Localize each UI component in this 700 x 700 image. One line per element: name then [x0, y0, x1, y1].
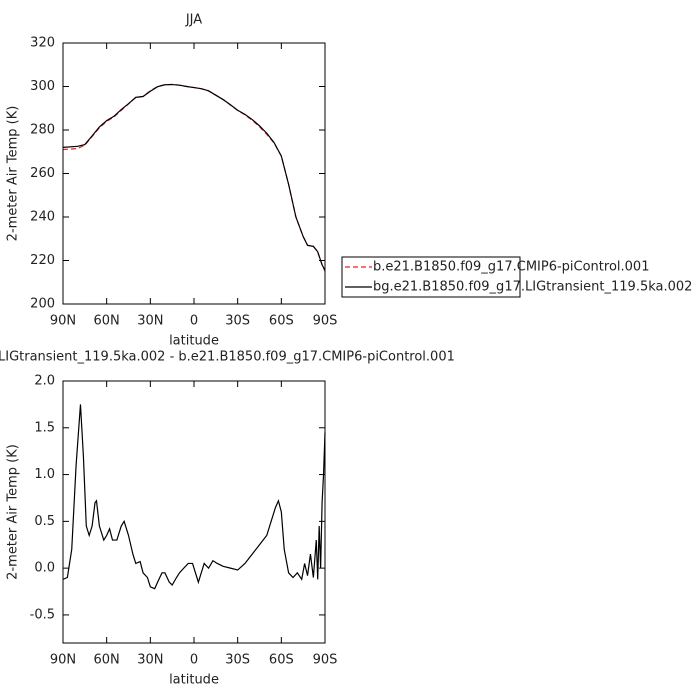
x-tick-label: 60N	[94, 314, 120, 329]
x-axis-label: latitude	[169, 673, 219, 688]
x-tick-label: 90N	[50, 314, 76, 329]
data-line	[62, 404, 326, 590]
y-tick-label: 0.0	[34, 561, 55, 576]
chart-title: LIGtransient_119.5ka.002 - b.e21.B1850.f…	[0, 350, 455, 365]
y-tick-label: 1.0	[34, 467, 55, 482]
y-axis-label: 2-meter Air Temp (K)	[6, 106, 21, 242]
plot-frame	[62, 380, 326, 644]
x-tick-label: 30N	[137, 653, 163, 668]
x-tick-label: 60S	[269, 314, 294, 329]
legend-label: bg.e21.B1850.f09_g17.LIGtransient_119.5k…	[373, 280, 692, 295]
x-tick-label: 60N	[94, 653, 120, 668]
chart-title: JJA	[185, 13, 202, 28]
y-tick-label: 1.5	[34, 420, 55, 435]
y-axis-label: 2-meter Air Temp (K)	[6, 444, 21, 580]
x-tick-label: 90N	[50, 653, 76, 668]
y-tick-label: -0.5	[30, 607, 55, 622]
x-tick-label: 90S	[313, 314, 338, 329]
plot-frame	[62, 42, 326, 305]
x-tick-label: 30S	[225, 653, 250, 668]
x-tick-label: 60S	[269, 653, 294, 668]
x-tick-label: 30S	[225, 314, 250, 329]
legend-box	[341, 256, 521, 298]
data-line	[62, 83, 326, 271]
x-tick-label: 0	[190, 314, 198, 329]
y-tick-label: 2.0	[34, 374, 55, 389]
y-tick-label: 220	[30, 253, 55, 268]
x-tick-label: 90S	[313, 653, 338, 668]
data-line	[62, 83, 326, 272]
x-axis-label: latitude	[169, 334, 219, 349]
y-tick-label: 200	[30, 297, 55, 312]
y-tick-label: 300	[30, 79, 55, 94]
legend-label: b.e21.B1850.f09_g17.CMIP6-piControl.001	[373, 260, 649, 275]
y-tick-label: 320	[30, 36, 55, 51]
y-tick-label: 280	[30, 123, 55, 138]
y-tick-label: 260	[30, 166, 55, 181]
x-tick-label: 30N	[137, 314, 163, 329]
x-tick-label: 0	[190, 653, 198, 668]
y-tick-label: 240	[30, 210, 55, 225]
y-tick-label: 0.5	[34, 514, 55, 529]
